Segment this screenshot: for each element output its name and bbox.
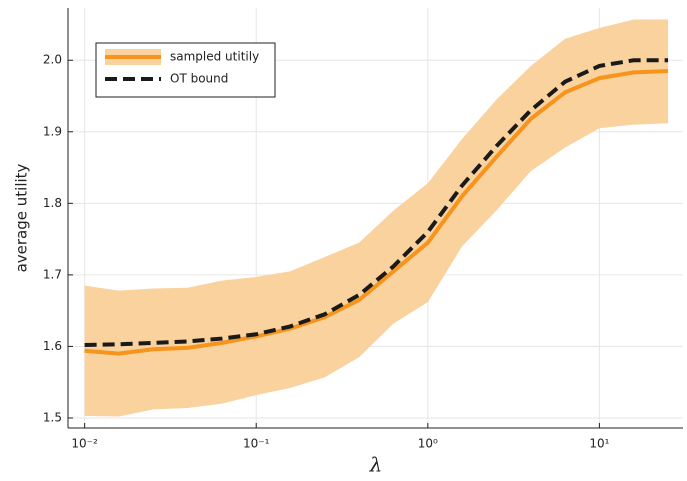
x-tick-label: 10⁻²: [71, 437, 98, 451]
y-tick-label: 2.0: [43, 53, 62, 67]
y-tick-label: 1.7: [43, 267, 62, 281]
y-tick-label: 1.5: [43, 410, 62, 424]
x-tick-label: 10⁰: [418, 437, 438, 451]
x-axis-label: λ: [369, 453, 383, 477]
y-tick-label: 1.8: [43, 196, 62, 210]
y-tick-label: 1.9: [43, 124, 62, 138]
x-tick-label: 10⁻¹: [243, 437, 270, 451]
y-tick-label: 1.6: [43, 339, 62, 353]
legend-label: OT bound: [170, 72, 228, 86]
legend: sampled utitily OT bound: [95, 42, 276, 98]
x-tick-label: 10¹: [589, 437, 609, 451]
series-line: [84, 58, 669, 348]
y-axis-label: average utility: [13, 163, 31, 272]
series-line: [84, 68, 669, 356]
legend-label: sampled utitily: [170, 50, 259, 64]
